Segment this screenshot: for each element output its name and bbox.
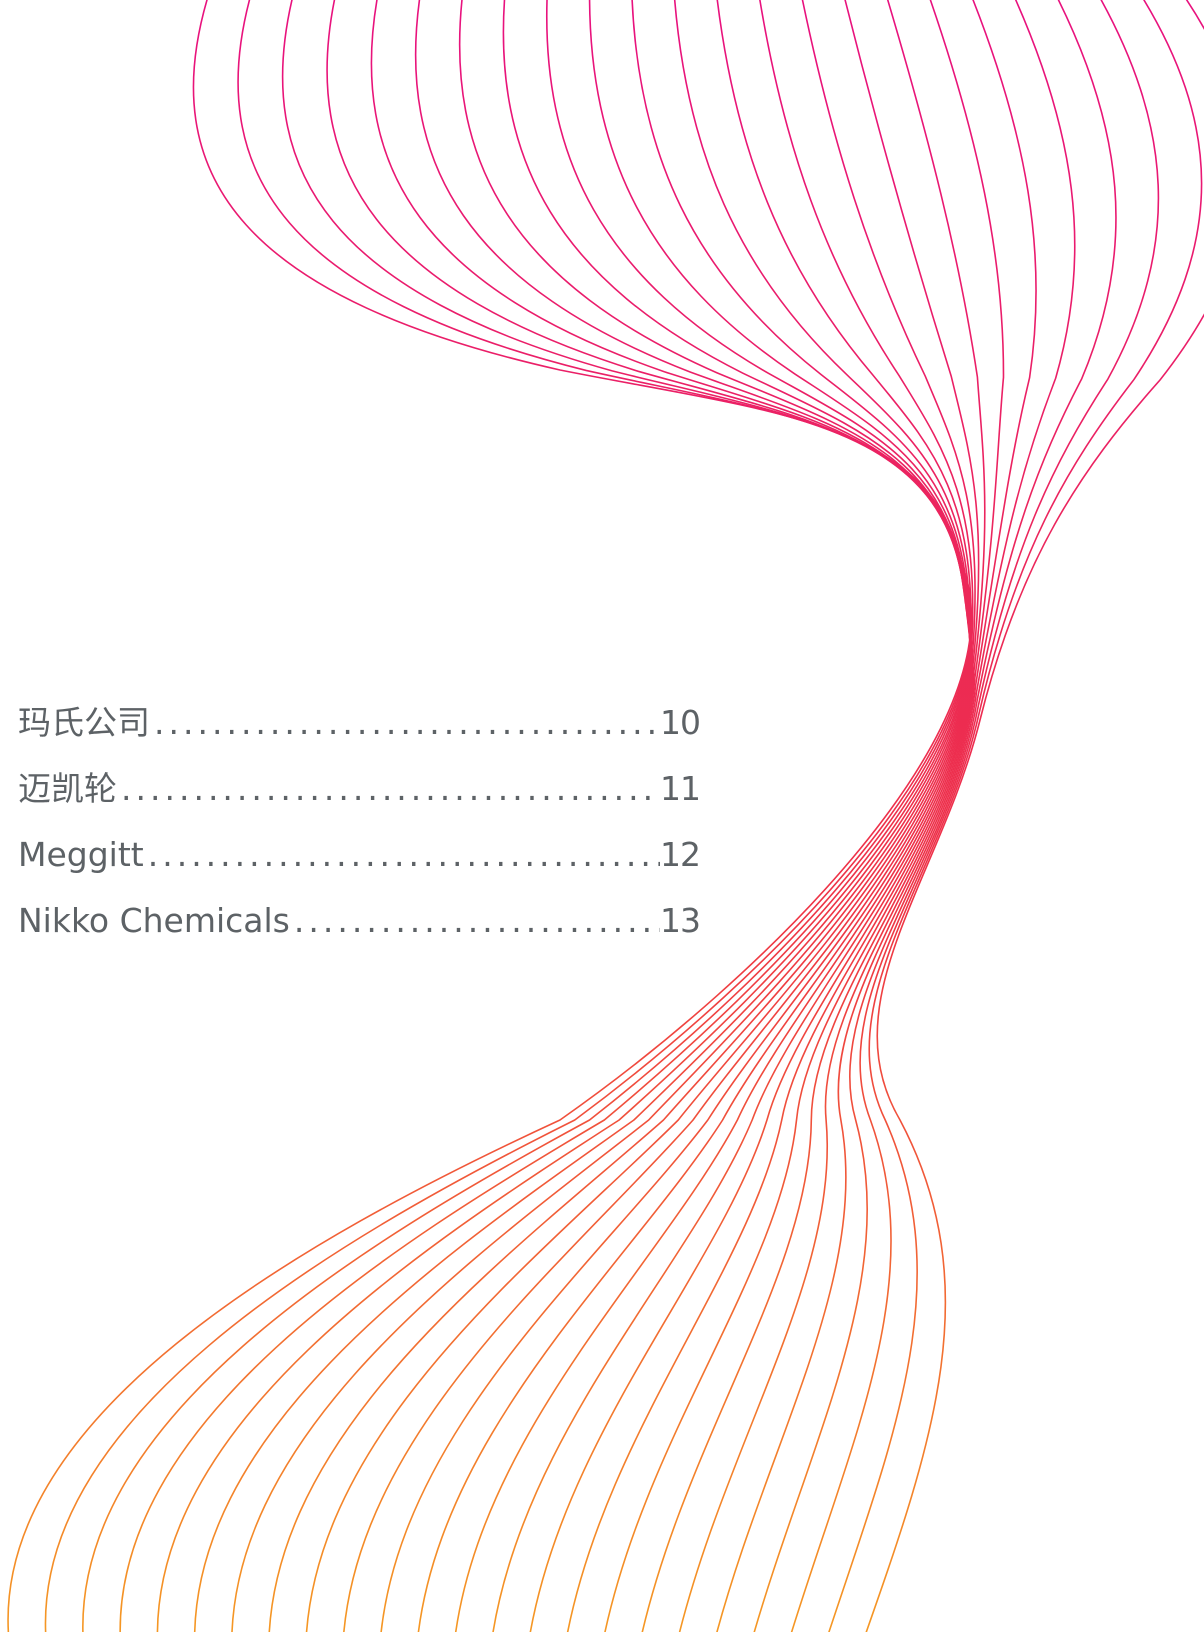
toc-dot-leader: ........................................… bbox=[293, 901, 660, 940]
wave-line bbox=[828, 0, 1203, 1632]
toc-page-number: 11 bbox=[660, 769, 701, 808]
toc-page-number: 12 bbox=[660, 835, 701, 874]
toc-dot-leader: ........................................… bbox=[154, 703, 660, 742]
wave-line bbox=[790, 0, 1160, 1632]
toc-entry-title: 迈凯轮 bbox=[18, 769, 117, 808]
wave-line bbox=[678, 0, 1037, 1632]
wave-line bbox=[604, 0, 986, 1632]
wave-line bbox=[343, 0, 971, 1632]
wave-line bbox=[641, 0, 1005, 1632]
toc-page-number: 10 bbox=[660, 703, 701, 742]
wave-line bbox=[455, 0, 972, 1632]
toc-entry-nikko-chemicals[interactable]: Nikko Chemicals ........................… bbox=[18, 888, 701, 954]
table-of-contents: 玛氏公司 ...................................… bbox=[18, 690, 701, 954]
wave-line bbox=[529, 0, 976, 1632]
toc-entry-title: Meggitt bbox=[18, 835, 144, 874]
toc-entry-title: Nikko Chemicals bbox=[18, 901, 290, 940]
toc-entry-meggitt[interactable]: Meggitt ................................… bbox=[18, 822, 701, 888]
toc-entry-mars[interactable]: 玛氏公司 ...................................… bbox=[18, 690, 701, 756]
wave-line bbox=[380, 0, 972, 1632]
wave-line bbox=[566, 0, 980, 1632]
wave-line bbox=[417, 0, 972, 1632]
toc-dot-leader: ........................................… bbox=[121, 769, 660, 808]
toc-dot-leader: ........................................… bbox=[147, 835, 660, 874]
toc-entry-title: 玛氏公司 bbox=[18, 703, 150, 742]
wave-line bbox=[753, 0, 1117, 1632]
toc-page-number: 13 bbox=[660, 901, 701, 940]
wave-line bbox=[716, 0, 1076, 1632]
wave-line bbox=[492, 0, 974, 1632]
wave-line bbox=[865, 0, 1204, 1632]
toc-entry-mclaren[interactable]: 迈凯轮 ....................................… bbox=[18, 756, 701, 822]
